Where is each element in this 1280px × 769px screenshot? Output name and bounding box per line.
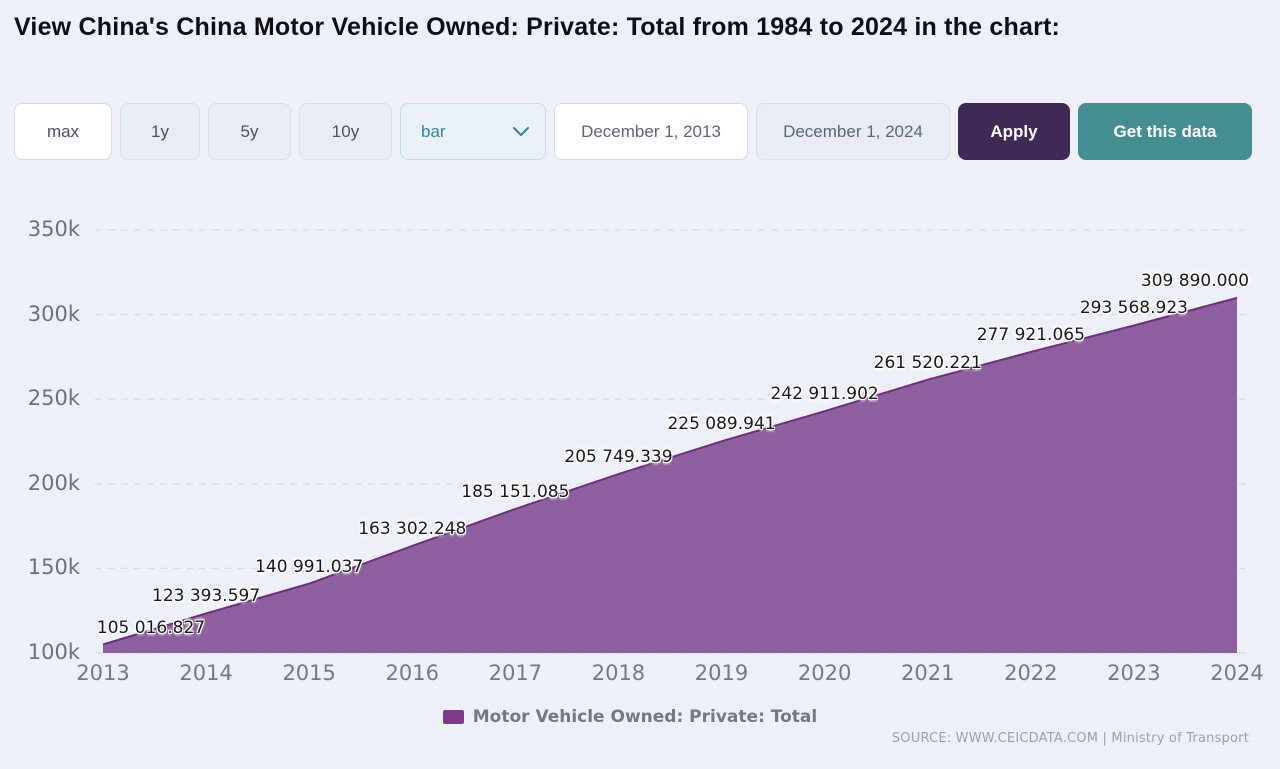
legend: Motor Vehicle Owned: Private: Total xyxy=(0,707,1260,727)
x-axis-label: 2020 xyxy=(797,661,852,685)
data-label: 242 911.902 xyxy=(770,384,879,405)
page-title: View China's China Motor Vehicle Owned: … xyxy=(14,13,1061,41)
legend-label: Motor Vehicle Owned: Private: Total xyxy=(472,707,818,727)
start-date-input[interactable] xyxy=(554,103,748,160)
apply-button[interactable]: Apply xyxy=(958,103,1070,160)
end-date-input[interactable] xyxy=(756,103,950,160)
x-axis-label: 2015 xyxy=(282,661,336,685)
y-axis-label: 300k xyxy=(27,301,80,326)
data-label: 277 921.065 xyxy=(976,324,1085,345)
x-axis-label: 2016 xyxy=(385,661,439,685)
data-label: 293 568.923 xyxy=(1079,298,1188,319)
data-label: 140 991.037 xyxy=(255,556,364,577)
range-button-max[interactable]: max xyxy=(14,103,112,160)
y-axis-label: 150k xyxy=(27,555,80,580)
y-axis-label: 250k xyxy=(27,386,80,411)
area-series[interactable] xyxy=(103,297,1237,653)
x-axis-label: 2013 xyxy=(76,661,130,685)
x-axis-label: 2024 xyxy=(1210,661,1264,685)
data-label: 185 151.085 xyxy=(461,481,570,502)
get-data-button[interactable]: Get this data xyxy=(1078,103,1252,160)
range-button-10y[interactable]: 10y xyxy=(299,103,392,160)
x-axis-label: 2022 xyxy=(1004,661,1058,685)
data-label: 105 016.827 xyxy=(96,617,206,638)
legend-swatch xyxy=(442,710,464,724)
range-button-5y[interactable]: 5y xyxy=(208,103,291,160)
chart-type-value: bar xyxy=(421,121,446,141)
chevron-down-icon xyxy=(513,126,529,137)
controls-toolbar: max 1y 5y 10y bar Apply Get this data xyxy=(14,103,1252,160)
x-axis-label: 2014 xyxy=(179,661,233,685)
x-axis-label: 2021 xyxy=(900,661,955,685)
data-label: 261 520.221 xyxy=(873,352,982,373)
data-label: 205 749.339 xyxy=(564,447,673,468)
x-axis-label: 2019 xyxy=(694,661,749,685)
data-label: 309 890.000 xyxy=(1140,270,1250,291)
range-button-1y[interactable]: 1y xyxy=(120,103,200,160)
x-axis-label: 2018 xyxy=(591,661,646,685)
x-axis-label: 2023 xyxy=(1107,661,1161,685)
series-line xyxy=(102,296,1238,646)
source-text: SOURCE: WWW.CEICDATA.COM | Ministry of T… xyxy=(891,731,1249,746)
y-axis-label: 350k xyxy=(27,217,80,241)
y-axis-label: 100k xyxy=(27,640,80,664)
x-axis-label: 2017 xyxy=(488,661,543,685)
data-label: 225 089.941 xyxy=(667,414,776,435)
data-label: 163 302.248 xyxy=(358,518,467,539)
y-axis-label: 200k xyxy=(27,470,80,495)
data-label: 123 393.597 xyxy=(152,586,261,607)
chart-type-select[interactable]: bar xyxy=(400,103,546,160)
